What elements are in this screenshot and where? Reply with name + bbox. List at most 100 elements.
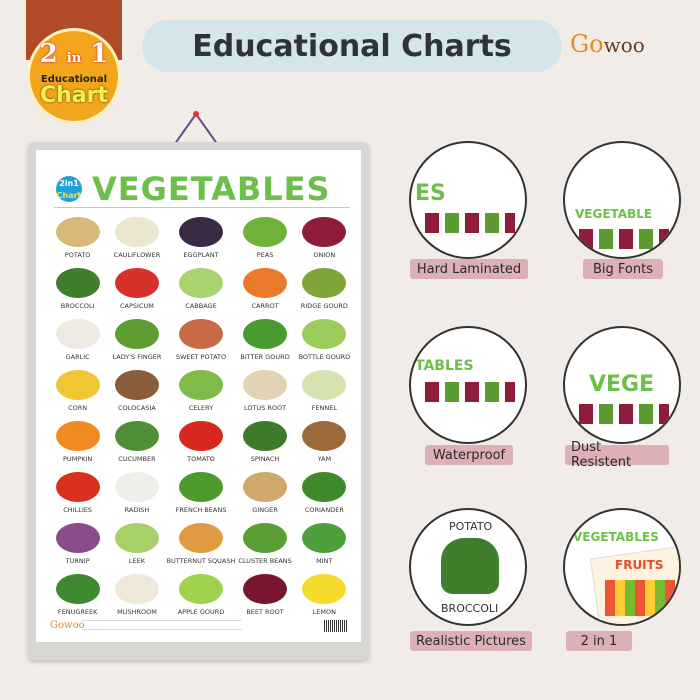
vegetable-item: CUCUMBER	[107, 416, 166, 467]
vegetable-item: APPLE GOURD	[167, 569, 236, 620]
vegetable-image	[302, 574, 347, 604]
vegetable-item: TURNIP	[48, 518, 107, 569]
vegetable-image	[302, 217, 347, 247]
vegetable-label: RADISH	[124, 506, 150, 514]
vegetable-image	[55, 268, 100, 298]
vegetable-label: LOTUS ROOT	[243, 404, 287, 412]
barcode	[324, 620, 348, 632]
vegetable-images	[579, 404, 669, 424]
feature-label: Dust Resistent	[565, 440, 669, 470]
feature-circle: VEGETABLE	[563, 141, 681, 259]
vegetable-image	[302, 472, 347, 502]
vegetable-item: COLOCASIA	[107, 365, 166, 416]
vegetable-label: COLOCASIA	[118, 404, 156, 412]
vegetable-label: BOTTLE GOURD	[298, 353, 351, 361]
page-title: Educational Charts	[142, 20, 562, 72]
vegetable-item: LADY'S FINGER	[107, 314, 166, 365]
mini-badge: 2in1 Chart	[56, 176, 82, 202]
vegetable-label: CARROT	[251, 302, 279, 310]
vegetable-label: ONION	[313, 251, 336, 259]
vegetable-item: MUSHROOM	[107, 569, 166, 620]
vegetable-item: GARLIC	[48, 314, 107, 365]
vegetable-label: LEMON	[312, 608, 336, 616]
vegetable-label: CELERY	[188, 404, 214, 412]
vegetable-item: ONION	[295, 212, 354, 263]
vegetable-label: LEEK	[128, 557, 145, 565]
vegetable-item: RADISH	[107, 467, 166, 518]
feature-label: Big Fonts	[583, 259, 663, 279]
vegetable-image	[178, 268, 223, 298]
vegetable-label: CLUSTER BEANS	[238, 557, 292, 565]
vegetable-item: LEEK	[107, 518, 166, 569]
vegetable-item: PEAS	[235, 212, 294, 263]
vegetable-item: CAPSICUM	[107, 263, 166, 314]
feature-label: Hard Laminated	[410, 259, 528, 279]
vegetable-label: BUTTERNUT SQUASH	[166, 557, 236, 565]
vegetable-item: CABBAGE	[167, 263, 236, 314]
vegetable-grid: POTATO CAULIFLOWER EGGPLANT PEAS ONION BROCCO…	[48, 212, 354, 620]
vegetable-label: CHILLIES	[63, 506, 93, 514]
vegetable-image	[114, 574, 159, 604]
feature-circle: VEGE	[563, 326, 681, 444]
vegetable-image	[302, 370, 347, 400]
vegetable-image	[114, 370, 159, 400]
feature-label: Waterproof	[425, 445, 513, 465]
vegetable-label: BITTER GOURD	[240, 353, 290, 361]
vegetable-label: FRENCH BEANS	[175, 506, 227, 514]
vegetable-image	[302, 523, 347, 553]
fruit-images	[605, 580, 675, 616]
footer-logo: Gowoo	[50, 620, 85, 631]
vegetables-chart: 2in1 Chart VEGETABLES POTATO CAULIFLOWER EG…	[36, 150, 361, 642]
vegetable-label: CAULIFLOWER	[113, 251, 161, 259]
vegetable-item: TOMATO	[167, 416, 236, 467]
badge-1: 1	[90, 39, 109, 69]
vegetable-item: BITTER GOURD	[235, 314, 294, 365]
vegetable-image	[55, 421, 100, 451]
vegetable-label: POTATO	[64, 251, 91, 259]
feature-detail-text: ES	[415, 181, 446, 206]
vegetable-item: POTATO	[48, 212, 107, 263]
vegetable-label: LADY'S FINGER	[112, 353, 162, 361]
vegetable-label: PEAS	[256, 251, 274, 259]
vegetable-label: CORN	[68, 404, 88, 412]
vegetable-item: SWEET POTATO	[167, 314, 236, 365]
vegetable-item: CHILLIES	[48, 467, 107, 518]
vegetable-image	[178, 523, 223, 553]
feature-detail-text: FRUITS	[615, 558, 664, 572]
vegetable-images	[425, 213, 515, 233]
vegetable-images	[425, 382, 515, 402]
vegetable-image	[55, 472, 100, 502]
vegetable-image	[114, 268, 159, 298]
vegetable-label: APPLE GOURD	[177, 608, 225, 616]
vegetable-label: SWEET POTATO	[175, 353, 227, 361]
vegetable-image	[243, 472, 288, 502]
vegetable-image	[178, 421, 223, 451]
chart-title: VEGETABLES	[92, 170, 331, 208]
vegetable-image	[243, 523, 288, 553]
vegetable-item: BUTTERNUT SQUASH	[166, 518, 236, 569]
vegetable-image	[114, 319, 159, 349]
vegetable-item: FENNEL	[295, 365, 354, 416]
vegetable-label: BEET ROOT	[246, 608, 284, 616]
vegetable-image	[243, 574, 288, 604]
vegetable-label: CAPSICUM	[120, 302, 154, 310]
feature-circle: VEGETABLES FRUITS	[563, 508, 681, 626]
vegetable-image	[302, 319, 347, 349]
vegetable-label: FENNEL	[311, 404, 337, 412]
vegetable-image	[55, 574, 100, 604]
vegetable-item: EGGPLANT	[167, 212, 236, 263]
vegetable-item: FRENCH BEANS	[167, 467, 236, 518]
vegetable-item: CELERY	[167, 365, 236, 416]
feature-label: Realistic Pictures	[410, 631, 532, 651]
vegetable-label: CORIANDER	[304, 506, 344, 514]
title-divider	[54, 207, 350, 208]
feature-circle: POTATO BROCCOLI	[409, 508, 527, 626]
badge-educational: Educational	[40, 74, 108, 85]
vegetable-item: RIDGE GOURD	[295, 263, 354, 314]
vegetable-label: CUCUMBER	[118, 455, 156, 463]
vegetable-item: SPINACH	[235, 416, 294, 467]
footer-fine-print	[82, 620, 242, 630]
vegetable-label: YAM	[317, 455, 332, 463]
vegetable-image	[178, 574, 223, 604]
vegetable-item: CORN	[48, 365, 107, 416]
